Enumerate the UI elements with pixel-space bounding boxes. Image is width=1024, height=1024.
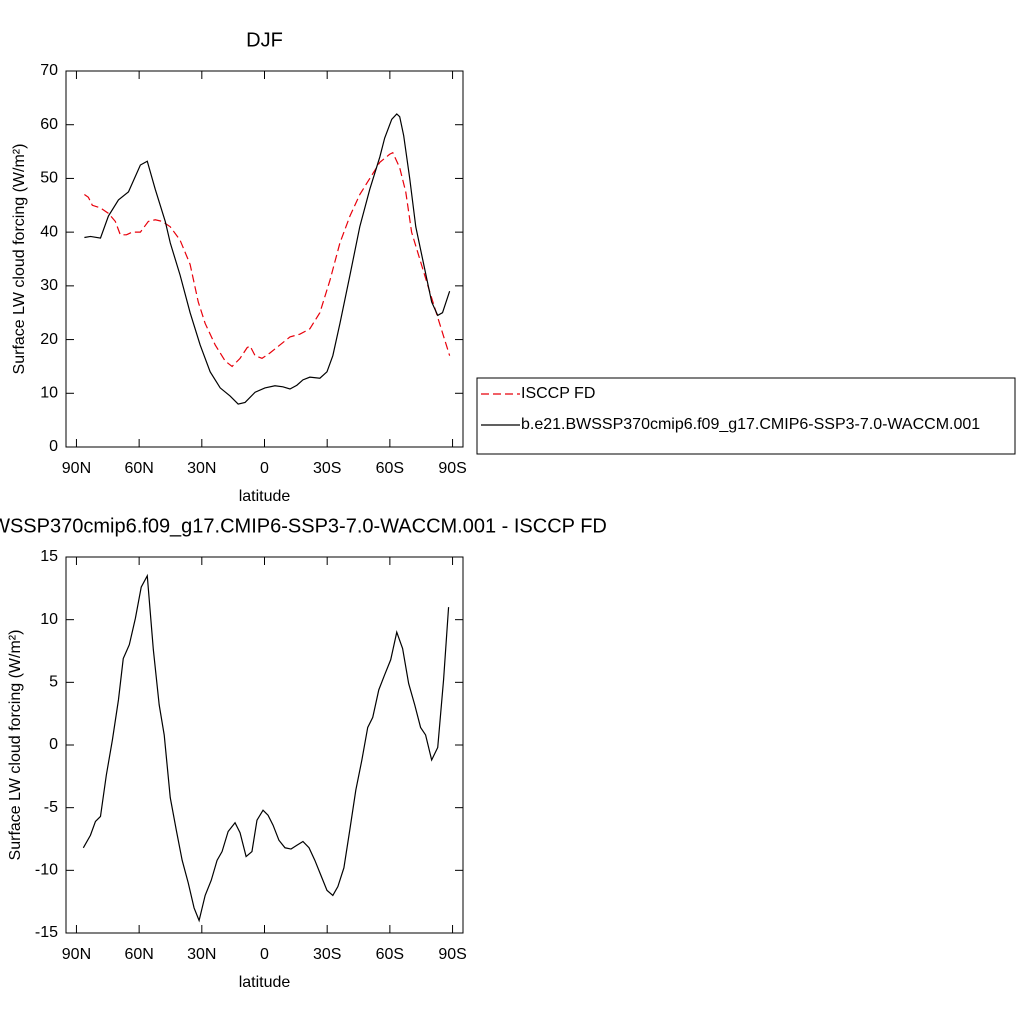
y-axis-label: Surface LW cloud forcing (W/m²): [11, 144, 28, 375]
x-tick-label: 90S: [438, 460, 466, 477]
x-axis-label: latitude: [239, 488, 291, 505]
x-tick-label: 30S: [313, 946, 341, 963]
chart-panel: b.e21.BWSSP370cmip6.f09_g17.CMIP6-SSP3-7…: [0, 515, 607, 991]
x-tick-label: 30N: [187, 946, 216, 963]
x-tick-label: 60S: [376, 460, 404, 477]
data-line: [82, 573, 450, 923]
y-tick-label: 50: [40, 170, 58, 187]
y-tick-label: 10: [40, 385, 58, 402]
legend: ISCCP FD b.e21.BWSSP370cmip6.f09_g17.CMIP…: [476, 377, 1016, 455]
x-tick-label: 0: [260, 460, 269, 477]
x-axis-label: latitude: [239, 974, 291, 991]
chart-panel: DJF latitude Surface LW cloud forcing (W/m…: [11, 29, 1016, 505]
x-tick-label: 60N: [124, 460, 153, 477]
x-tick-label: 30S: [313, 460, 341, 477]
data-line: [84, 113, 451, 405]
y-tick-label: 60: [40, 116, 58, 133]
x-tick-label: 90S: [438, 946, 466, 963]
legend-label: ISCCP FD: [521, 385, 595, 402]
legend-label: b.e21.BWSSP370cmip6.f09_g17.CMIP6-SSP3-7…: [521, 416, 980, 433]
y-tick-label: -10: [35, 862, 58, 879]
x-tick-label: 60S: [376, 946, 404, 963]
y-tick-label: 70: [40, 62, 58, 79]
y-tick-label: 5: [49, 674, 58, 691]
plot-frame: [65, 70, 464, 448]
x-tick-label: 90N: [62, 460, 91, 477]
y-tick-label: 40: [40, 223, 58, 240]
y-tick-label: -5: [44, 799, 58, 816]
data-line: [84, 151, 451, 368]
x-tick-label: 30N: [187, 460, 216, 477]
chart-title: b.e21.BWSSP370cmip6.f09_g17.CMIP6-SSP3-7…: [0, 515, 607, 537]
y-axis-label: Surface LW cloud forcing (W/m²): [7, 630, 24, 861]
y-tick-label: 20: [40, 331, 58, 348]
y-tick-label: -15: [35, 924, 58, 941]
y-tick-label: 15: [40, 548, 58, 565]
x-tick-label: 60N: [124, 946, 153, 963]
x-tick-label: 0: [260, 946, 269, 963]
y-tick-label: 0: [49, 438, 58, 455]
y-tick-label: 30: [40, 277, 58, 294]
chart-title: DJF: [246, 29, 283, 51]
y-tick-label: 10: [40, 611, 58, 628]
y-tick-label: 0: [49, 736, 58, 753]
legend-box: [476, 377, 1016, 455]
plot-frame: [65, 556, 464, 934]
x-tick-label: 90N: [62, 946, 91, 963]
